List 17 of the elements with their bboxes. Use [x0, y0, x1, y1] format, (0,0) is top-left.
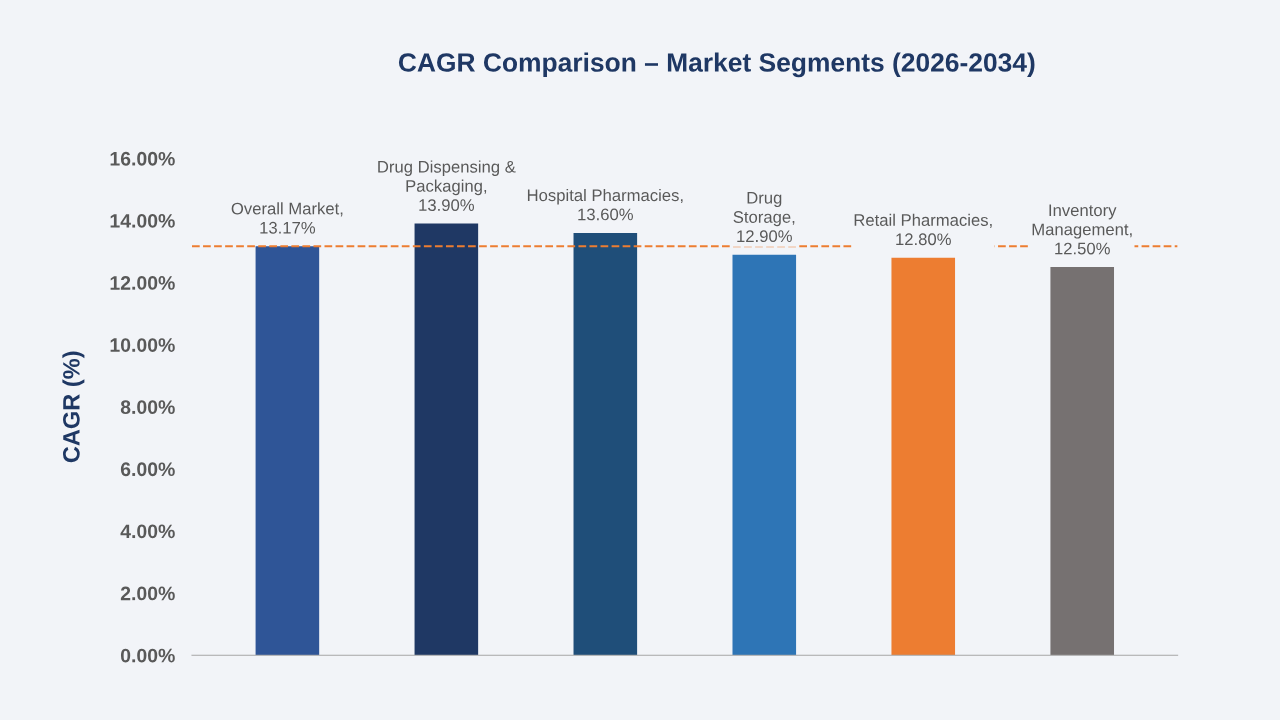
data-label: Overall Market, 13.17% [231, 202, 343, 234]
y-tick-label: 6.00% [120, 462, 175, 477]
data-label: Drug Dispensing & Packaging, 13.90% [378, 160, 516, 211]
y-tick-label: 12.00% [110, 276, 175, 290]
y-tick-label: 16.00% [110, 151, 175, 166]
y-tick-label: 8.00% [120, 400, 175, 415]
data-label: Inventory Management, 12.50% [1032, 204, 1132, 255]
data-label: Drug Storage, 12.90% [733, 192, 795, 243]
y-tick-label: 4.00% [120, 524, 175, 539]
data-label: Hospital Pharmacies, 13.60% [527, 188, 683, 221]
data-label: Retail Pharmacies, 12.80% [854, 213, 992, 246]
chart-title: CAGR Comparison – Market Segments (2026-2034) [398, 52, 1035, 78]
y-axis-title: CAGR (%) [62, 351, 85, 463]
y-tick-label: 0.00% [120, 648, 175, 663]
y-tick-label: 10.00% [110, 338, 175, 352]
y-tick-label: 2.00% [120, 586, 175, 601]
y-tick-label: 14.00% [110, 213, 175, 228]
